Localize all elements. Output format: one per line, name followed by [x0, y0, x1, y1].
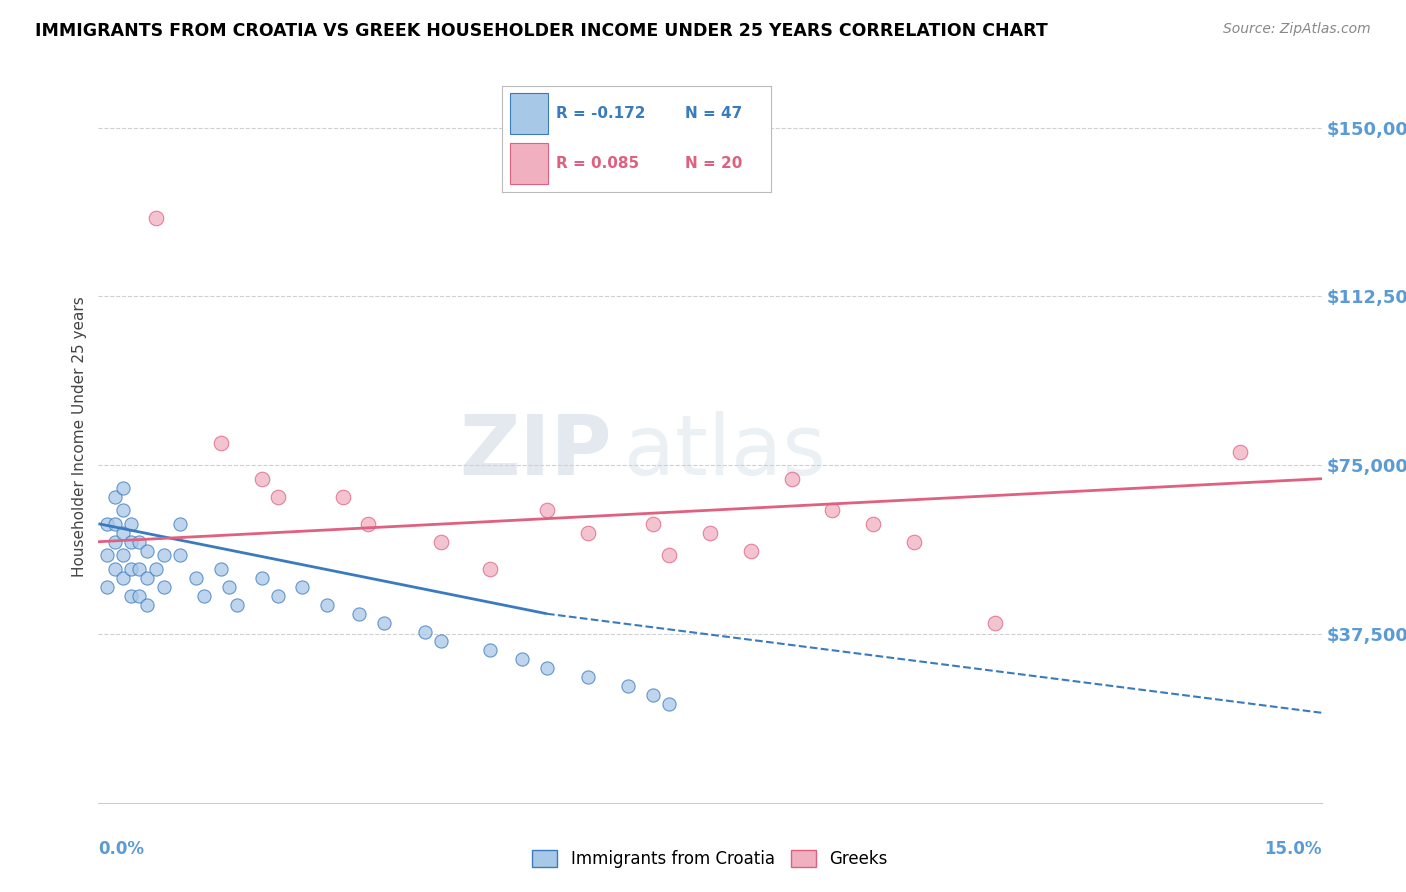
Point [209, 562, 232, 576]
Point [478, 562, 501, 576]
Point [111, 548, 134, 562]
Point [104, 490, 127, 504]
Point [186, 571, 208, 585]
Point [250, 571, 273, 585]
Text: 0.0%: 0.0% [98, 840, 145, 858]
Text: ZIP: ZIP [460, 411, 612, 492]
Point [740, 543, 762, 558]
Point [120, 534, 142, 549]
Point [136, 598, 159, 612]
Text: Source: ZipAtlas.com: Source: ZipAtlas.com [1223, 22, 1371, 37]
Point [169, 548, 191, 562]
Point [430, 534, 453, 549]
Point [136, 571, 159, 585]
Text: atlas: atlas [624, 411, 827, 492]
Point [111, 571, 134, 585]
Point [699, 525, 721, 540]
Text: IMMIGRANTS FROM CROATIA VS GREEK HOUSEHOLDER INCOME UNDER 25 YEARS CORRELATION C: IMMIGRANTS FROM CROATIA VS GREEK HOUSEHO… [35, 22, 1047, 40]
Point [250, 472, 273, 486]
Point [96, 580, 118, 594]
Point [267, 490, 290, 504]
Point [111, 481, 134, 495]
Point [1229, 444, 1251, 458]
Point [169, 516, 191, 531]
Point [152, 580, 174, 594]
Point [128, 562, 150, 576]
Point [821, 503, 844, 517]
Point [576, 670, 599, 684]
Point [576, 525, 599, 540]
Point [903, 534, 925, 549]
Point [152, 548, 174, 562]
Point [349, 607, 371, 621]
Point [291, 580, 314, 594]
Point [145, 211, 167, 225]
Point [413, 624, 436, 639]
Point [536, 503, 558, 517]
Point [315, 598, 337, 612]
Point [193, 589, 215, 603]
Point [111, 503, 134, 517]
Text: 15.0%: 15.0% [1264, 840, 1322, 858]
Point [332, 490, 354, 504]
Point [104, 516, 127, 531]
Point [478, 642, 501, 657]
Point [658, 548, 681, 562]
Point [430, 633, 453, 648]
Point [120, 516, 142, 531]
Point [104, 562, 127, 576]
Point [617, 679, 640, 693]
Point [641, 688, 664, 702]
Point [128, 534, 150, 549]
Point [120, 589, 142, 603]
Point [984, 615, 1007, 630]
Point [218, 580, 240, 594]
Point [111, 525, 134, 540]
Point [862, 516, 884, 531]
Point [267, 589, 290, 603]
Legend: Immigrants from Croatia, Greeks: Immigrants from Croatia, Greeks [526, 844, 894, 875]
Point [96, 516, 118, 531]
Point [512, 652, 534, 666]
Point [658, 697, 681, 711]
Point [209, 435, 232, 450]
Point [226, 598, 249, 612]
Point [641, 516, 664, 531]
Point [96, 548, 118, 562]
Point [145, 562, 167, 576]
Point [120, 562, 142, 576]
Point [136, 543, 159, 558]
Point [356, 516, 378, 531]
Point [780, 472, 803, 486]
Point [373, 615, 395, 630]
Point [128, 589, 150, 603]
Y-axis label: Householder Income Under 25 years: Householder Income Under 25 years [72, 297, 87, 577]
Point [104, 534, 127, 549]
Point [536, 661, 558, 675]
